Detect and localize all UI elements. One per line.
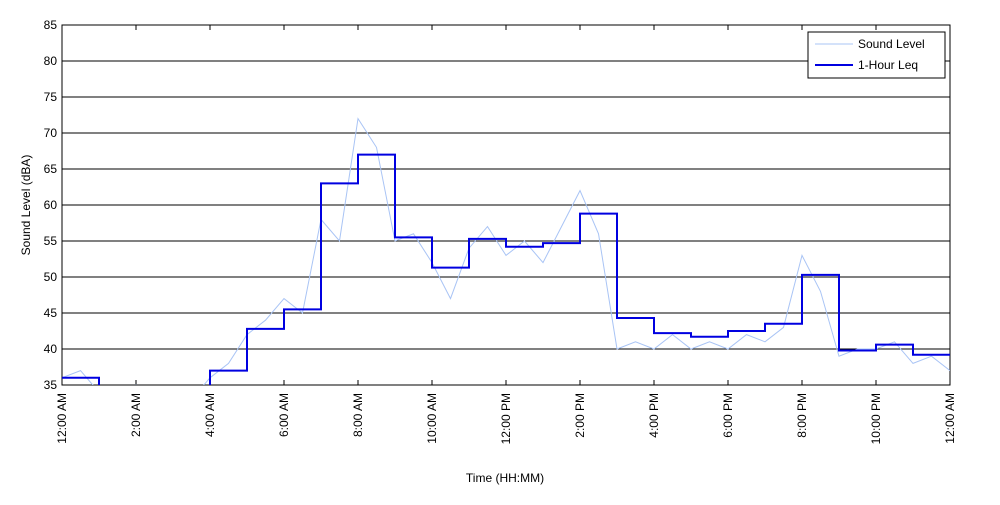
x-tick-label: 6:00 AM (277, 393, 291, 437)
legend-label: 1-Hour Leq (858, 58, 918, 72)
y-tick-label: 75 (44, 90, 58, 104)
x-tick-label: 4:00 PM (647, 393, 661, 438)
y-tick-label: 80 (44, 54, 58, 68)
x-tick-label: 4:00 AM (203, 393, 217, 437)
x-tick-label: 10:00 AM (425, 393, 439, 444)
y-tick-label: 50 (44, 270, 58, 284)
y-tick-label: 45 (44, 306, 58, 320)
data-line (62, 153, 950, 385)
x-tick-label: 12:00 AM (55, 393, 69, 444)
x-tick-label: 6:00 PM (721, 393, 735, 438)
x-tick-label: 8:00 PM (795, 393, 809, 438)
legend-label: Sound Level (858, 37, 925, 51)
x-tick-label: 10:00 PM (869, 393, 883, 444)
y-axis-label: Sound Level (dBA) (19, 155, 33, 256)
y-tick-label: 55 (44, 234, 58, 248)
x-tick-label: 8:00 AM (351, 393, 365, 437)
y-tick-label: 65 (44, 162, 58, 176)
x-tick-label: 2:00 PM (573, 393, 587, 438)
x-axis-label: Time (HH:MM) (466, 471, 544, 485)
legend-box (807, 31, 946, 79)
x-tick-label: 2:00 AM (129, 393, 143, 437)
y-tick-label: 60 (44, 198, 58, 212)
y-tick-label: 40 (44, 342, 58, 356)
x-tick-label: 12:00 AM (943, 393, 957, 444)
plot-lines (62, 117, 950, 385)
x-tick-label: 12:00 PM (499, 393, 513, 444)
y-tick-label: 85 (44, 18, 58, 32)
y-tick-label: 70 (44, 126, 58, 140)
y-tick-label: 35 (44, 378, 58, 392)
